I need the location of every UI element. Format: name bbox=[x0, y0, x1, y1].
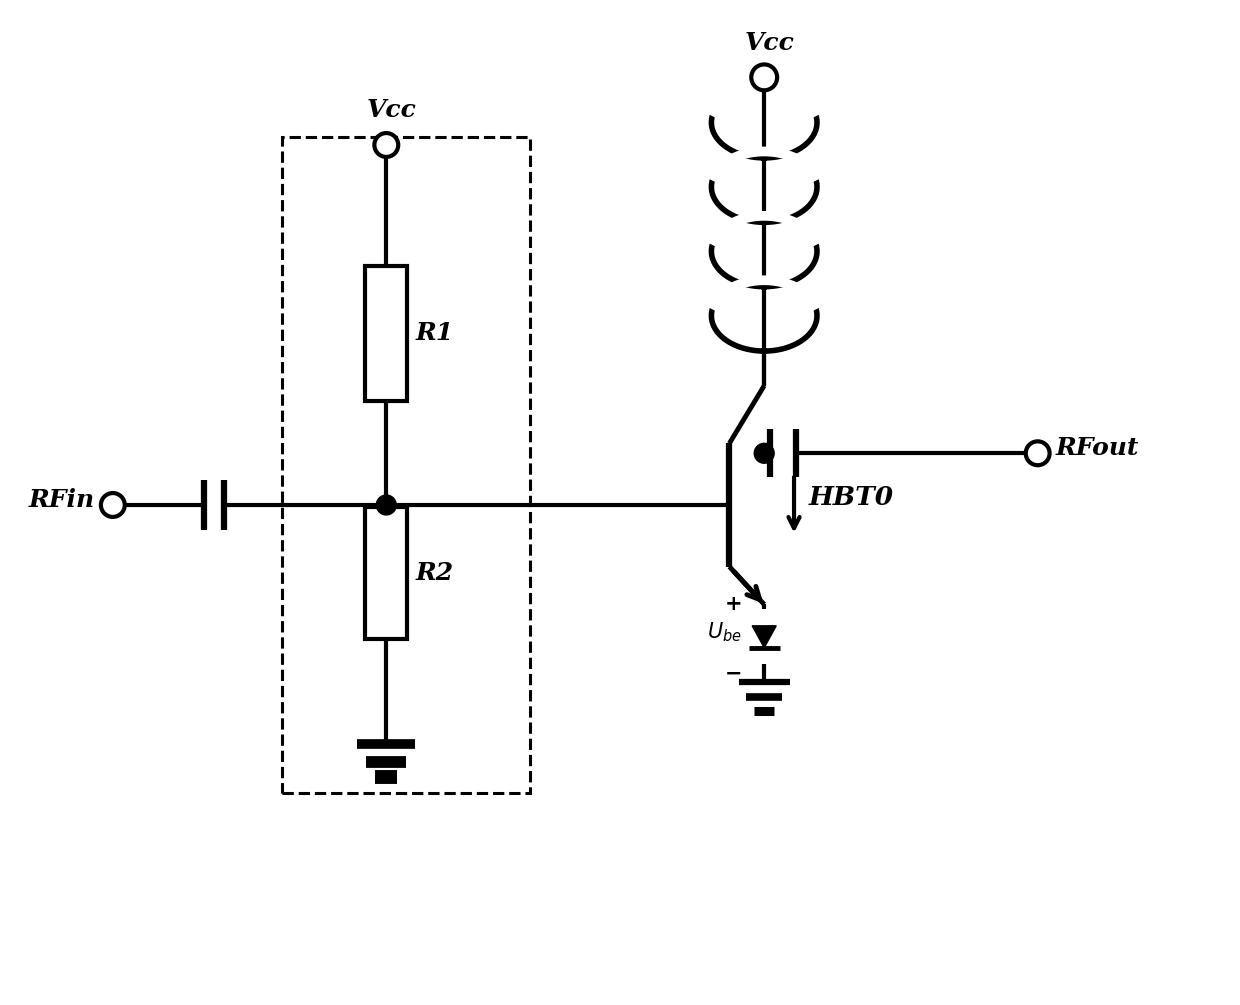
Text: HBT0: HBT0 bbox=[808, 484, 894, 510]
Bar bbox=[366, 507, 407, 639]
Text: Vcc: Vcc bbox=[366, 98, 417, 123]
Text: +: + bbox=[724, 594, 743, 614]
Circle shape bbox=[754, 443, 774, 463]
Circle shape bbox=[751, 64, 777, 90]
Circle shape bbox=[100, 493, 125, 517]
Polygon shape bbox=[753, 626, 776, 647]
Circle shape bbox=[1025, 441, 1049, 465]
Text: R2: R2 bbox=[415, 561, 454, 585]
Text: Vcc: Vcc bbox=[744, 31, 794, 55]
Text: −: − bbox=[725, 664, 743, 684]
Circle shape bbox=[377, 495, 397, 515]
Circle shape bbox=[374, 133, 398, 157]
Text: RFin: RFin bbox=[29, 488, 95, 512]
Bar bbox=[366, 266, 407, 401]
Text: R1: R1 bbox=[415, 322, 454, 346]
Text: RFout: RFout bbox=[1055, 436, 1140, 460]
Text: $U_{be}$: $U_{be}$ bbox=[708, 620, 743, 643]
